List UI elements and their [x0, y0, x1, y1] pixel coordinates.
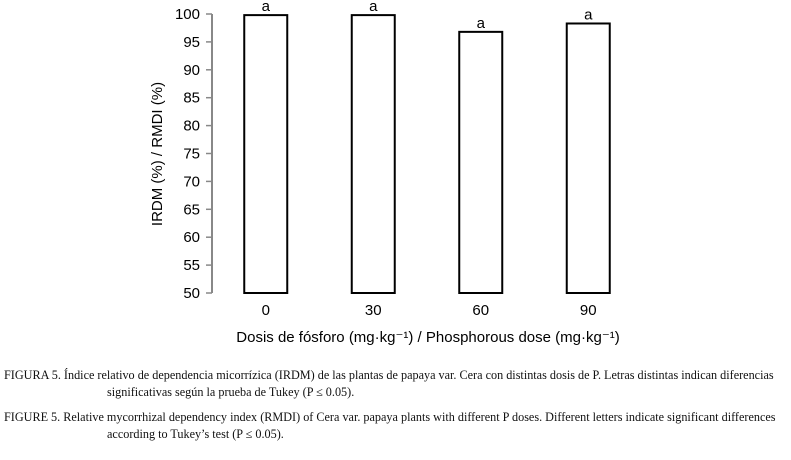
bar-chart: 50 55 60 65 70 75 80 85 90 95 100 a a a a 0 30 60 90 Dos…: [149, 0, 620, 346]
x-axis: 0 30 60 90: [262, 302, 597, 319]
x-axis-label: Dosis de fósforo (mg·kg⁻¹) / Phosphorous…: [236, 329, 619, 346]
y-tick-label: 75: [183, 146, 200, 163]
bar-60: [458, 30, 504, 295]
y-tick-label: 80: [183, 118, 200, 135]
y-tick-label: 85: [183, 90, 200, 107]
data-label: a: [477, 15, 486, 32]
x-tick-label: 60: [472, 302, 489, 319]
x-tick-label: 0: [262, 302, 270, 319]
data-label: a: [262, 0, 271, 15]
data-label: a: [584, 6, 593, 23]
bar-90: [565, 22, 611, 295]
y-tick-label: 95: [183, 34, 200, 51]
bars: a a a a: [243, 0, 611, 295]
y-tick-label: 65: [183, 201, 200, 218]
bar-30: [350, 14, 396, 295]
y-tick-label: 50: [183, 285, 200, 302]
caption-english-text: FIGURE 5. Relative mycorrhizal dependenc…: [4, 410, 776, 441]
y-tick-label: 100: [175, 6, 200, 23]
bar-0: [243, 14, 289, 295]
x-tick-label: 90: [580, 302, 597, 319]
caption-spanish: FIGURA 5. Índice relativo de dependencia…: [4, 367, 788, 401]
y-tick-label: 70: [183, 173, 200, 190]
y-axis-label: IRDM (%) / RMDI (%): [149, 82, 166, 226]
caption-spanish-text: FIGURA 5. Índice relativo de dependencia…: [4, 368, 774, 399]
x-tick-label: 30: [365, 302, 382, 319]
caption-english: FIGURE 5. Relative mycorrhizal dependenc…: [4, 409, 788, 443]
y-tick-label: 55: [183, 257, 200, 274]
y-tick-label: 90: [183, 62, 200, 79]
y-tick-label: 60: [183, 229, 200, 246]
data-label: a: [369, 0, 378, 15]
y-axis: 50 55 60 65 70 75 80 85 90 95 100: [175, 6, 213, 302]
